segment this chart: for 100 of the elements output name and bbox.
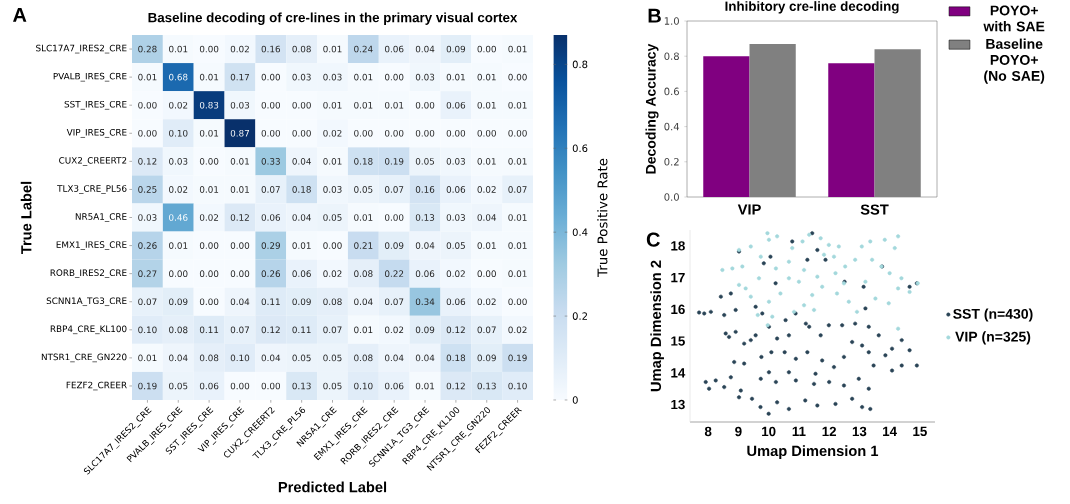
data-label: 0.12 <box>446 382 465 390</box>
point <box>775 234 780 239</box>
data-label: 0.02 <box>384 326 404 334</box>
point <box>740 264 745 269</box>
data-label: 0.33 <box>261 158 280 165</box>
y-tick-label: 14 <box>671 368 686 378</box>
data-label: 0.09 <box>169 298 188 306</box>
y-tick-label: 0.0 <box>664 193 679 201</box>
data-label: 0.01 <box>384 101 404 109</box>
data-label: 0.04 <box>415 242 435 249</box>
data-label: 0.00 <box>477 45 496 53</box>
point <box>786 276 791 281</box>
data-label: 0.09 <box>292 298 311 306</box>
point <box>882 237 887 242</box>
y-tick-label: 1.0 <box>664 17 679 25</box>
point <box>773 266 778 271</box>
data-label: 0.01 <box>323 101 342 109</box>
point <box>786 259 791 264</box>
data-label: 0.01 <box>354 73 373 81</box>
data-label: 0.00 <box>292 101 311 109</box>
point <box>870 257 875 262</box>
point <box>755 313 760 318</box>
data-label: 0.01 <box>199 186 219 193</box>
data-label: 0.04 <box>384 354 404 362</box>
point <box>831 254 836 259</box>
point <box>818 236 823 241</box>
point <box>896 234 901 239</box>
data-label: 0.01 <box>508 214 527 221</box>
data-label: 0.01 <box>477 242 496 249</box>
data-label: 0.06 <box>261 214 281 221</box>
x-tick-label: 14 <box>883 426 897 436</box>
data-label: 0.12 <box>446 326 465 334</box>
data-label: 0.25 <box>138 186 157 193</box>
data-label: 0.04 <box>169 354 188 362</box>
data-label: 0.00 <box>508 298 527 306</box>
data-label: 0.83 <box>199 101 219 109</box>
data-label: 0.11 <box>261 298 280 306</box>
data-label: 0.09 <box>446 45 466 53</box>
y-tick-label: EMX1_IRES_CRE <box>56 241 127 250</box>
data-label: 0.17 <box>230 73 250 81</box>
y-tick-label: NR5A1_CRE <box>75 213 127 222</box>
point <box>756 276 761 281</box>
x-axis-title: Predicted Label <box>278 481 387 493</box>
y-tick-label: 0.6 <box>664 87 679 96</box>
y-tick-label: 0.2 <box>664 158 679 166</box>
y-tick-label: PVALB_IRES_CRE <box>53 72 127 82</box>
x-tick-label: 13 <box>852 426 867 437</box>
point <box>820 284 825 289</box>
y-tick-label: SST_IRES_CRE <box>64 100 127 110</box>
data-label: 0.07 <box>477 326 496 334</box>
data-label: 0.00 <box>508 129 527 137</box>
data-label: 0.06 <box>446 186 466 193</box>
y-tick-label: VIP_IRES_CRE <box>66 128 127 138</box>
point <box>765 231 770 236</box>
y-tick-label: NTSR1_CRE_GN220 <box>41 353 127 363</box>
point <box>748 294 753 299</box>
data-label: 0.01 <box>138 354 157 362</box>
data-label: 0.06 <box>292 270 311 277</box>
data-label: 0.00 <box>477 129 496 137</box>
data-label: 0.12 <box>261 326 280 334</box>
data-label: 0.00 <box>169 270 188 277</box>
data-label: 0.06 <box>446 101 466 109</box>
data-label: 0.04 <box>354 298 373 306</box>
data-label: 0.01 <box>415 382 435 390</box>
legend-label: SST (n=430) <box>953 308 1033 322</box>
y-tick-label: 18 <box>671 241 685 251</box>
data-label: 0.02 <box>169 101 188 109</box>
data-label: 0.19 <box>138 382 157 390</box>
data-label: 0.00 <box>199 45 219 53</box>
data-label: 0.00 <box>138 101 157 109</box>
data-label: 0.01 <box>508 45 527 53</box>
y-axis-title: Decoding Accuracy <box>645 43 659 174</box>
data-label: 0.00 <box>199 242 219 249</box>
y-tick-label: 15 <box>671 336 685 346</box>
data-label: 0.27 <box>138 270 157 277</box>
point <box>868 239 873 244</box>
data-label: 0.07 <box>323 326 342 334</box>
point <box>743 286 748 291</box>
color-bar-label: 0.6 <box>572 144 588 153</box>
data-label: 0.10 <box>354 382 373 390</box>
data-label: 0.02 <box>477 186 496 193</box>
data-label: 0.00 <box>384 73 404 81</box>
data-label: 0.01 <box>354 214 373 221</box>
point <box>854 309 859 314</box>
data-label: 0.00 <box>508 73 527 81</box>
data-label: 0.02 <box>477 298 496 306</box>
data-label: 0.02 <box>169 186 188 193</box>
data-label: 0.00 <box>261 73 281 81</box>
data-label: 0.00 <box>354 129 373 137</box>
data-label: 0.04 <box>230 298 250 306</box>
data-label: 0.22 <box>384 270 404 277</box>
data-label: 0.03 <box>323 186 342 193</box>
point <box>892 246 897 251</box>
x-tick-label: 12 <box>822 426 837 437</box>
data-label: 0.06 <box>384 382 404 390</box>
data-label: 0.04 <box>261 354 281 362</box>
data-label: 0.01 <box>323 45 342 53</box>
data-label: 0.00 <box>415 129 435 137</box>
data-label: 0.12 <box>138 158 157 165</box>
x-tick-label: 10 <box>762 426 776 437</box>
